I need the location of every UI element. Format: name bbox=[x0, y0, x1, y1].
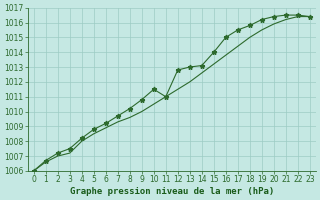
X-axis label: Graphe pression niveau de la mer (hPa): Graphe pression niveau de la mer (hPa) bbox=[70, 187, 274, 196]
